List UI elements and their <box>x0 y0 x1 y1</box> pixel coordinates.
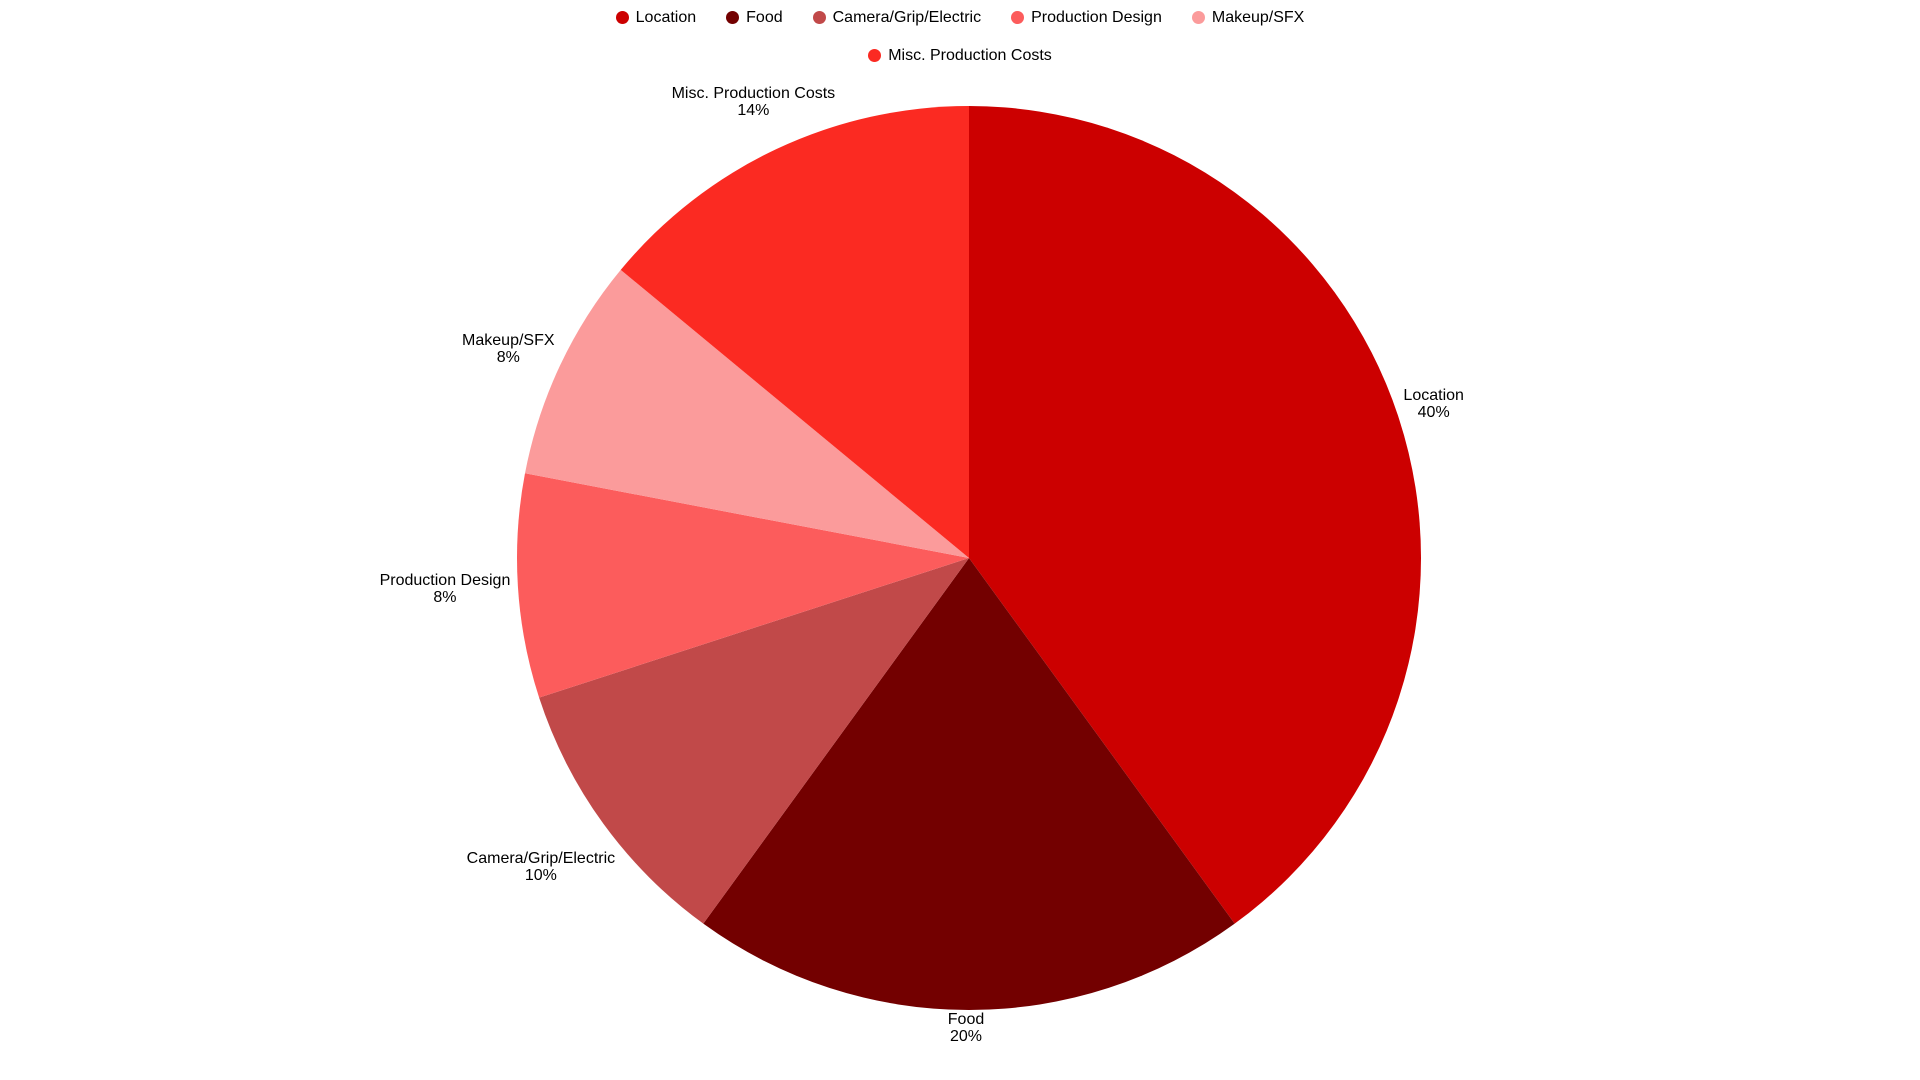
legend-marker-icon <box>1011 11 1025 24</box>
pie-slice-camera-grip-electric[interactable] <box>539 558 969 924</box>
pie-slice-production-design[interactable] <box>517 473 969 698</box>
slice-label-name: Camera/Grip/Electric <box>466 850 616 868</box>
legend-marker-icon <box>868 49 882 62</box>
legend-item-production-design[interactable]: Production Design <box>1011 8 1162 27</box>
legend-item-label: Food <box>746 9 783 26</box>
slice-label-food: Food 20% <box>948 1011 984 1045</box>
slice-label-production-design: Production Design 8% <box>380 572 511 606</box>
legend-item-location[interactable]: Location <box>615 8 697 27</box>
legend-item-food[interactable]: Food <box>726 8 783 27</box>
legend-item-misc-production-costs[interactable]: Misc. Production Costs <box>868 46 1052 65</box>
legend-item-label: Camera/Grip/Electric <box>832 9 982 26</box>
legend-item-label: Production Design <box>1031 9 1162 26</box>
slice-label-name: Location <box>1403 387 1464 405</box>
slice-label-misc-production-costs: Misc. Production Costs 14% <box>672 85 836 119</box>
slice-label-name: Production Design <box>379 572 511 590</box>
slice-label-location: Location 40% <box>1403 387 1464 421</box>
legend-item-camera-grip-electric[interactable]: Camera/Grip/Electric <box>812 8 982 27</box>
legend-marker-icon <box>726 11 740 24</box>
legend-marker-icon <box>812 11 826 24</box>
pie-slice-makeup-sfx[interactable] <box>525 269 969 558</box>
pie-slice-misc-production-costs[interactable] <box>620 106 969 558</box>
slice-label-percent: 40% <box>1417 404 1450 422</box>
slice-label-name: Makeup/SFX <box>462 332 555 350</box>
legend-marker-icon <box>1191 11 1205 24</box>
slice-label-makeup-sfx: Makeup/SFX 8% <box>462 332 554 366</box>
slice-label-name: Misc. Production Costs <box>671 85 836 103</box>
legend-item-label: Makeup/SFX <box>1211 9 1305 26</box>
slice-label-percent: 10% <box>524 867 557 885</box>
slice-label-percent: 14% <box>737 102 770 120</box>
chart-legend: Location Food Camera/Grip/Electric Producti… <box>0 8 1920 65</box>
slice-label-percent: 20% <box>949 1028 983 1045</box>
legend-row: Location Food Camera/Grip/Electric Producti… <box>615 8 1305 27</box>
legend-row: Misc. Production Costs <box>868 46 1052 65</box>
legend-item-label: Misc. Production Costs <box>888 47 1052 64</box>
slice-label-name: Food <box>947 1011 985 1028</box>
pie-slice-food[interactable] <box>703 558 1235 1011</box>
legend-marker-icon <box>615 11 629 24</box>
slice-label-camera-grip-electric: Camera/Grip/Electric 10% <box>467 850 615 884</box>
legend-item-makeup-sfx[interactable]: Makeup/SFX <box>1191 8 1305 27</box>
slice-label-percent: 8% <box>496 349 520 367</box>
pie-slice-location[interactable] <box>969 105 1422 924</box>
slice-label-percent: 8% <box>433 589 457 607</box>
legend-item-label: Location <box>635 9 697 26</box>
